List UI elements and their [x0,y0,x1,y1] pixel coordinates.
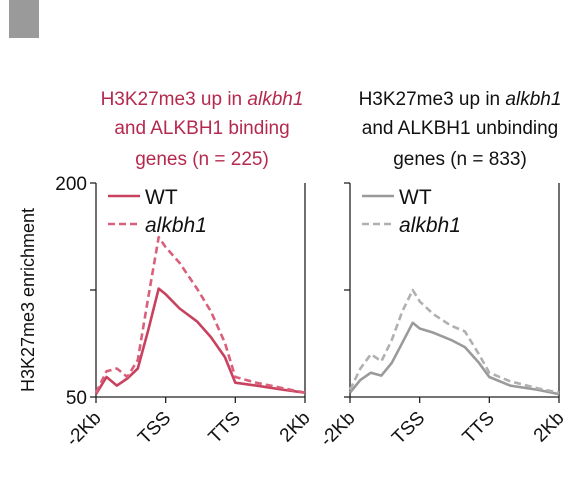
series-line-alkbh1 [348,288,560,394]
legend-label-alkbh1: alkbh1 [399,214,461,237]
chart-title-part: H3K27me3 up in [101,89,248,110]
chart-title-part: and ALKBH1 unbinding [362,118,559,139]
y-tick-label: 200 [55,174,87,195]
series-line-alkbh1 [94,235,306,394]
chart-title-line-2-3: genes (n = 833) [393,149,527,170]
x-tick-label-1-4: 2Kb [276,408,315,447]
x-tick-label-2-4: 2Kb [530,408,569,447]
chart-title-part: alkbh1 [247,89,303,110]
corner-panel-marker [9,0,39,38]
chart-title-line-2-2: and ALKBH1 unbinding [362,118,559,139]
legend-label-wt: WT [145,186,178,209]
series-line-wt [94,287,306,395]
chart-title-part: alkbh1 [505,89,561,110]
chart-title-line-2-1: H3K27me3 up in alkbh1 [359,89,562,110]
legend-label-wt: WT [399,186,432,209]
chart-title-line-1-1: H3K27me3 up in alkbh1 [101,89,304,110]
chart-title-line-1-3: genes (n = 225) [135,149,269,170]
chart-title-part: and ALKBH1 binding [114,118,289,139]
y-axis-label: H3K27me3 enrichment [18,208,38,392]
chart-title-line-1-2: and ALKBH1 binding [114,118,289,139]
y-tick-label: 50 [66,388,87,409]
chart-title-part: genes (n = 833) [393,149,527,170]
x-tick-label-2-2: TSS [388,408,429,449]
x-tick-label-1-3: TTS [205,408,245,448]
x-tick-label-2-1: -2Kb [316,408,359,451]
x-tick-label-2-3: TTS [459,408,499,448]
series-line-wt [348,321,560,396]
chart-title-part: H3K27me3 up in [359,89,506,110]
x-tick-label-1-1: -2Kb [62,408,105,451]
legend-label-alkbh1: alkbh1 [145,214,207,237]
chart-title-part: genes (n = 225) [135,149,269,170]
x-tick-label-1-2: TSS [134,408,175,449]
